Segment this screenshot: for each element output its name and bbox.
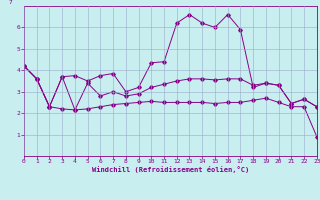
Text: 7: 7 — [9, 0, 12, 5]
X-axis label: Windchill (Refroidissement éolien,°C): Windchill (Refroidissement éolien,°C) — [92, 166, 249, 173]
